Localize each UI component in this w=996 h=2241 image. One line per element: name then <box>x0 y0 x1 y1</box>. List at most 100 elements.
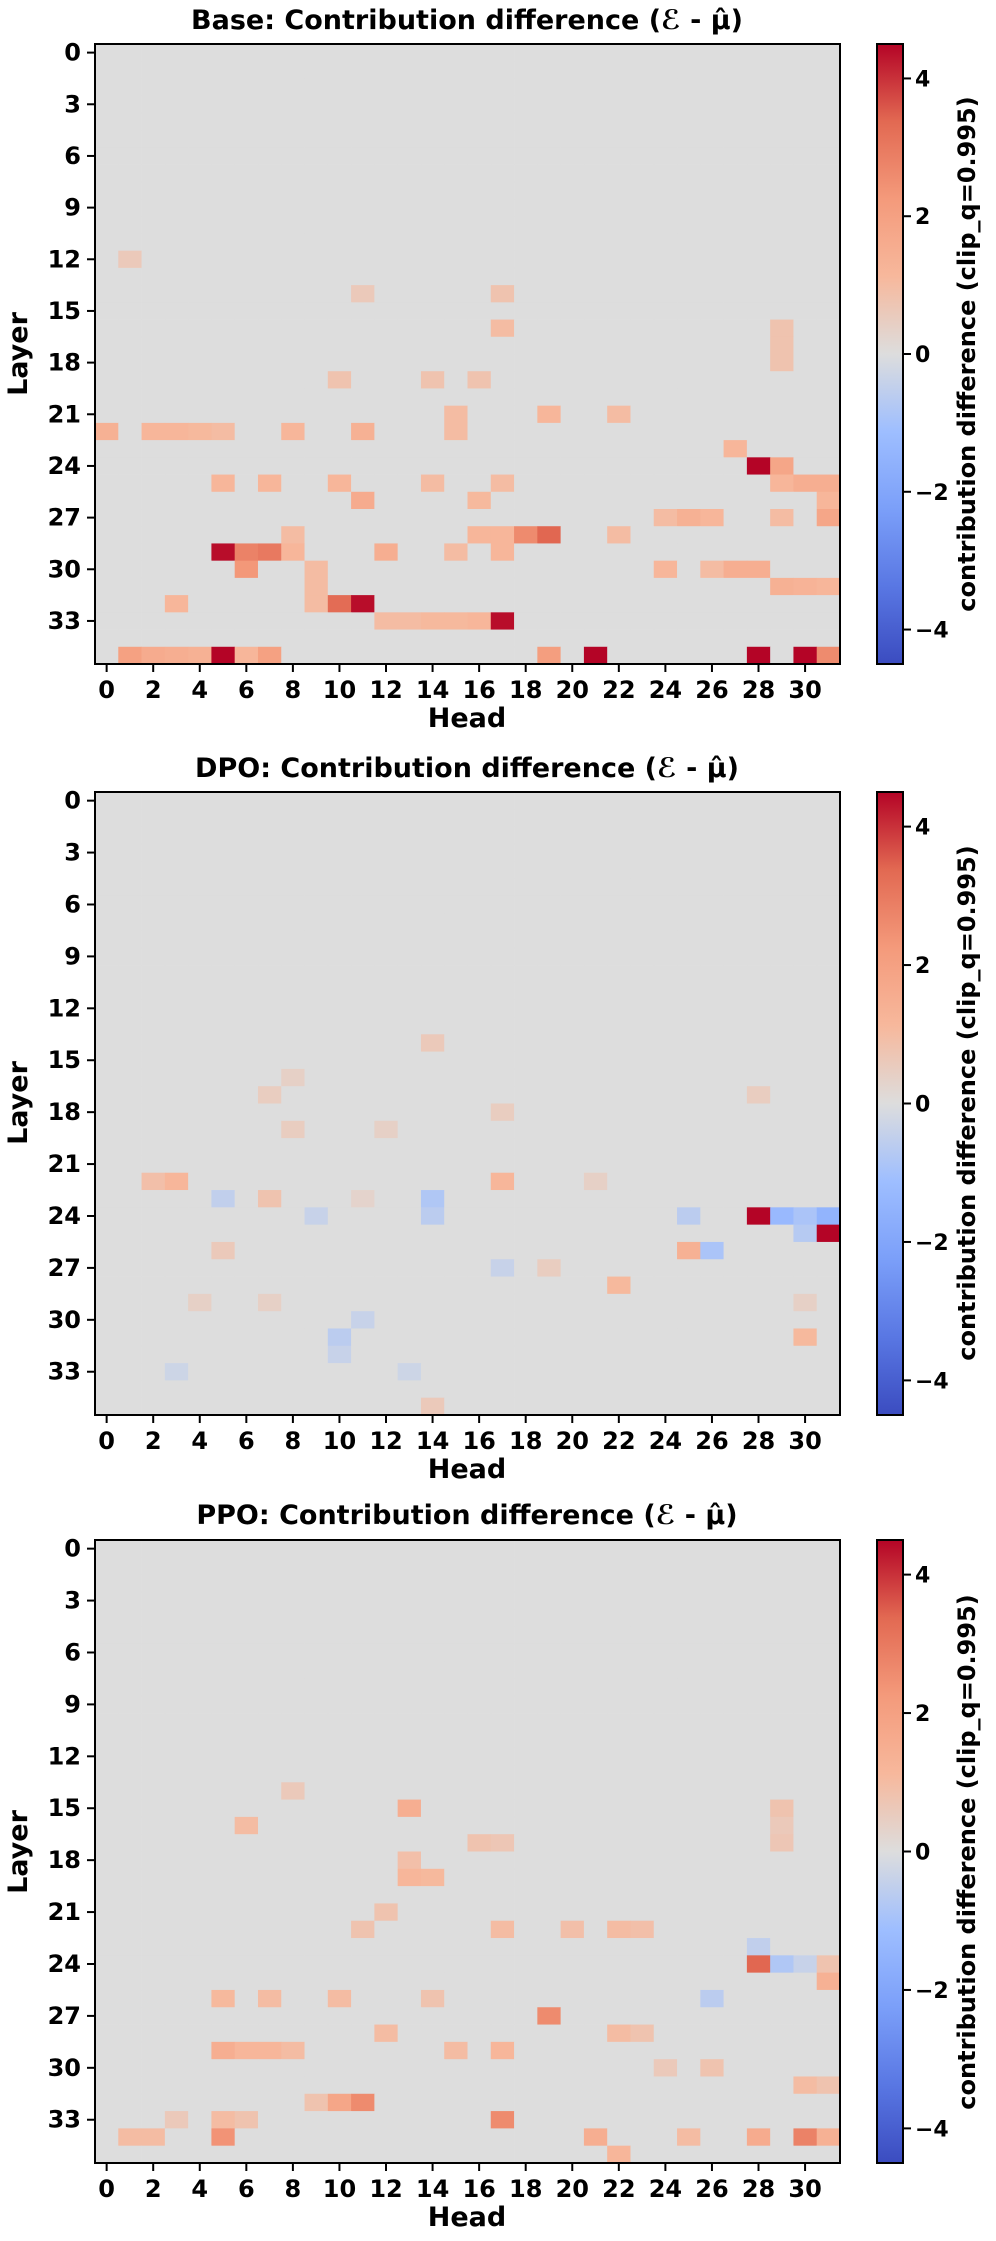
heatmap-cell <box>118 509 142 527</box>
heatmap-cell <box>607 319 631 338</box>
heatmap-cell <box>793 947 818 966</box>
heatmap-cell <box>351 405 375 424</box>
heatmap-cell <box>281 1626 305 1645</box>
heatmap-cell <box>397 95 422 114</box>
heatmap-cell <box>188 1972 212 1991</box>
heatmap-cell <box>234 1103 259 1122</box>
heatmap-cell <box>118 2093 142 2112</box>
heatmap-cell <box>281 1782 305 1800</box>
heatmap-cell <box>164 267 189 286</box>
heatmap-cell <box>281 371 305 389</box>
heatmap-cell <box>770 354 794 372</box>
heatmap-cell <box>188 2007 212 2025</box>
heatmap-cell <box>700 1241 724 1260</box>
heatmap-cell <box>514 1293 538 1312</box>
heatmap-cell <box>211 982 236 1001</box>
heatmap-cell <box>118 1591 142 1610</box>
heatmap-cell <box>746 1345 771 1364</box>
heatmap-cell <box>677 302 701 320</box>
heatmap-cell <box>770 44 794 62</box>
heatmap-cell <box>723 1713 748 1731</box>
heatmap-cell <box>653 792 678 810</box>
heatmap-cell <box>537 1363 562 1381</box>
heatmap-cell <box>560 809 585 828</box>
heatmap-cell <box>746 878 771 897</box>
heatmap-cell <box>467 826 492 845</box>
heatmap-cell <box>700 1311 724 1329</box>
heatmap-cell <box>164 809 189 828</box>
y-tick-label: 33 <box>48 1358 81 1386</box>
heatmap-cell <box>281 1051 305 1070</box>
heatmap-cell <box>327 526 352 544</box>
heatmap-cell <box>816 319 841 338</box>
heatmap-cell <box>374 1540 399 1558</box>
heatmap-cell <box>770 878 794 897</box>
heatmap-cell <box>444 1086 468 1104</box>
heatmap-cell <box>723 1730 748 1749</box>
heatmap-cell <box>281 1276 305 1295</box>
heatmap-cell <box>816 1989 841 2008</box>
heatmap-cell <box>770 233 794 252</box>
heatmap-cell <box>211 1764 236 1783</box>
heatmap-cell <box>281 1207 305 1226</box>
heatmap-cell <box>514 457 538 475</box>
heatmap-cell <box>444 422 468 441</box>
heatmap-cell <box>700 130 724 148</box>
heatmap-cell <box>583 2059 608 2077</box>
heatmap-cell <box>677 1591 701 1610</box>
colorbar <box>876 1539 904 2164</box>
heatmap-cell <box>164 2041 189 2060</box>
heatmap-cell <box>211 1989 236 2008</box>
heatmap-cell <box>118 1713 142 1731</box>
heatmap-cell <box>630 1989 655 2008</box>
heatmap-cell <box>770 1816 794 1835</box>
heatmap-cell <box>723 913 748 931</box>
heatmap-cell <box>490 526 515 544</box>
heatmap-cells <box>95 44 841 665</box>
heatmap-cell <box>746 2007 771 2025</box>
heatmap-cell <box>607 861 631 879</box>
heatmap-cell <box>537 267 562 286</box>
heatmap-cell <box>257 646 282 665</box>
heatmap-cell <box>677 1678 701 1697</box>
heatmap-cell <box>234 1172 259 1191</box>
heatmap-cell <box>630 1190 655 1208</box>
heatmap-cell <box>188 2128 212 2147</box>
heatmap-cell <box>816 2145 841 2164</box>
heatmap-cell <box>560 1155 585 1174</box>
heatmap-cell <box>746 509 771 527</box>
heatmap-cell <box>560 457 585 475</box>
heatmap-cell <box>583 1276 608 1295</box>
heatmap-cell <box>444 1574 468 1593</box>
heatmap-cell <box>374 112 399 131</box>
heatmap-cell <box>583 1293 608 1312</box>
heatmap-cell <box>583 1764 608 1783</box>
heatmap-cell <box>560 354 585 372</box>
heatmap-cell <box>700 1609 724 1627</box>
heatmap-cell <box>560 947 585 966</box>
heatmap-cell <box>141 1868 166 1887</box>
heatmap-cell <box>257 947 282 966</box>
heatmap-cell <box>467 878 492 897</box>
heatmap-cell <box>281 2076 305 2095</box>
heatmap-cell <box>141 560 166 579</box>
heatmap-cell <box>397 1034 422 1052</box>
heatmap-cell <box>281 1016 305 1035</box>
heatmap-cell <box>514 354 538 372</box>
heatmap-cell <box>490 1051 515 1070</box>
heatmap-cell <box>374 1311 399 1329</box>
heatmap-cell <box>351 250 375 269</box>
heatmap-cell <box>164 1730 189 1749</box>
heatmap-cell <box>304 2076 329 2095</box>
heatmap-cell <box>770 2041 794 2060</box>
heatmap-cell <box>746 422 771 441</box>
heatmap-cell <box>234 233 259 252</box>
heatmap-cell <box>537 543 562 562</box>
heatmap-cell <box>397 233 422 252</box>
heatmap-cell <box>537 354 562 372</box>
heatmap-cell <box>630 457 655 475</box>
heatmap-cell <box>607 1643 631 1662</box>
heatmap-cell <box>723 1782 748 1800</box>
heatmap-cell <box>514 595 538 613</box>
heatmap-cell <box>630 95 655 114</box>
